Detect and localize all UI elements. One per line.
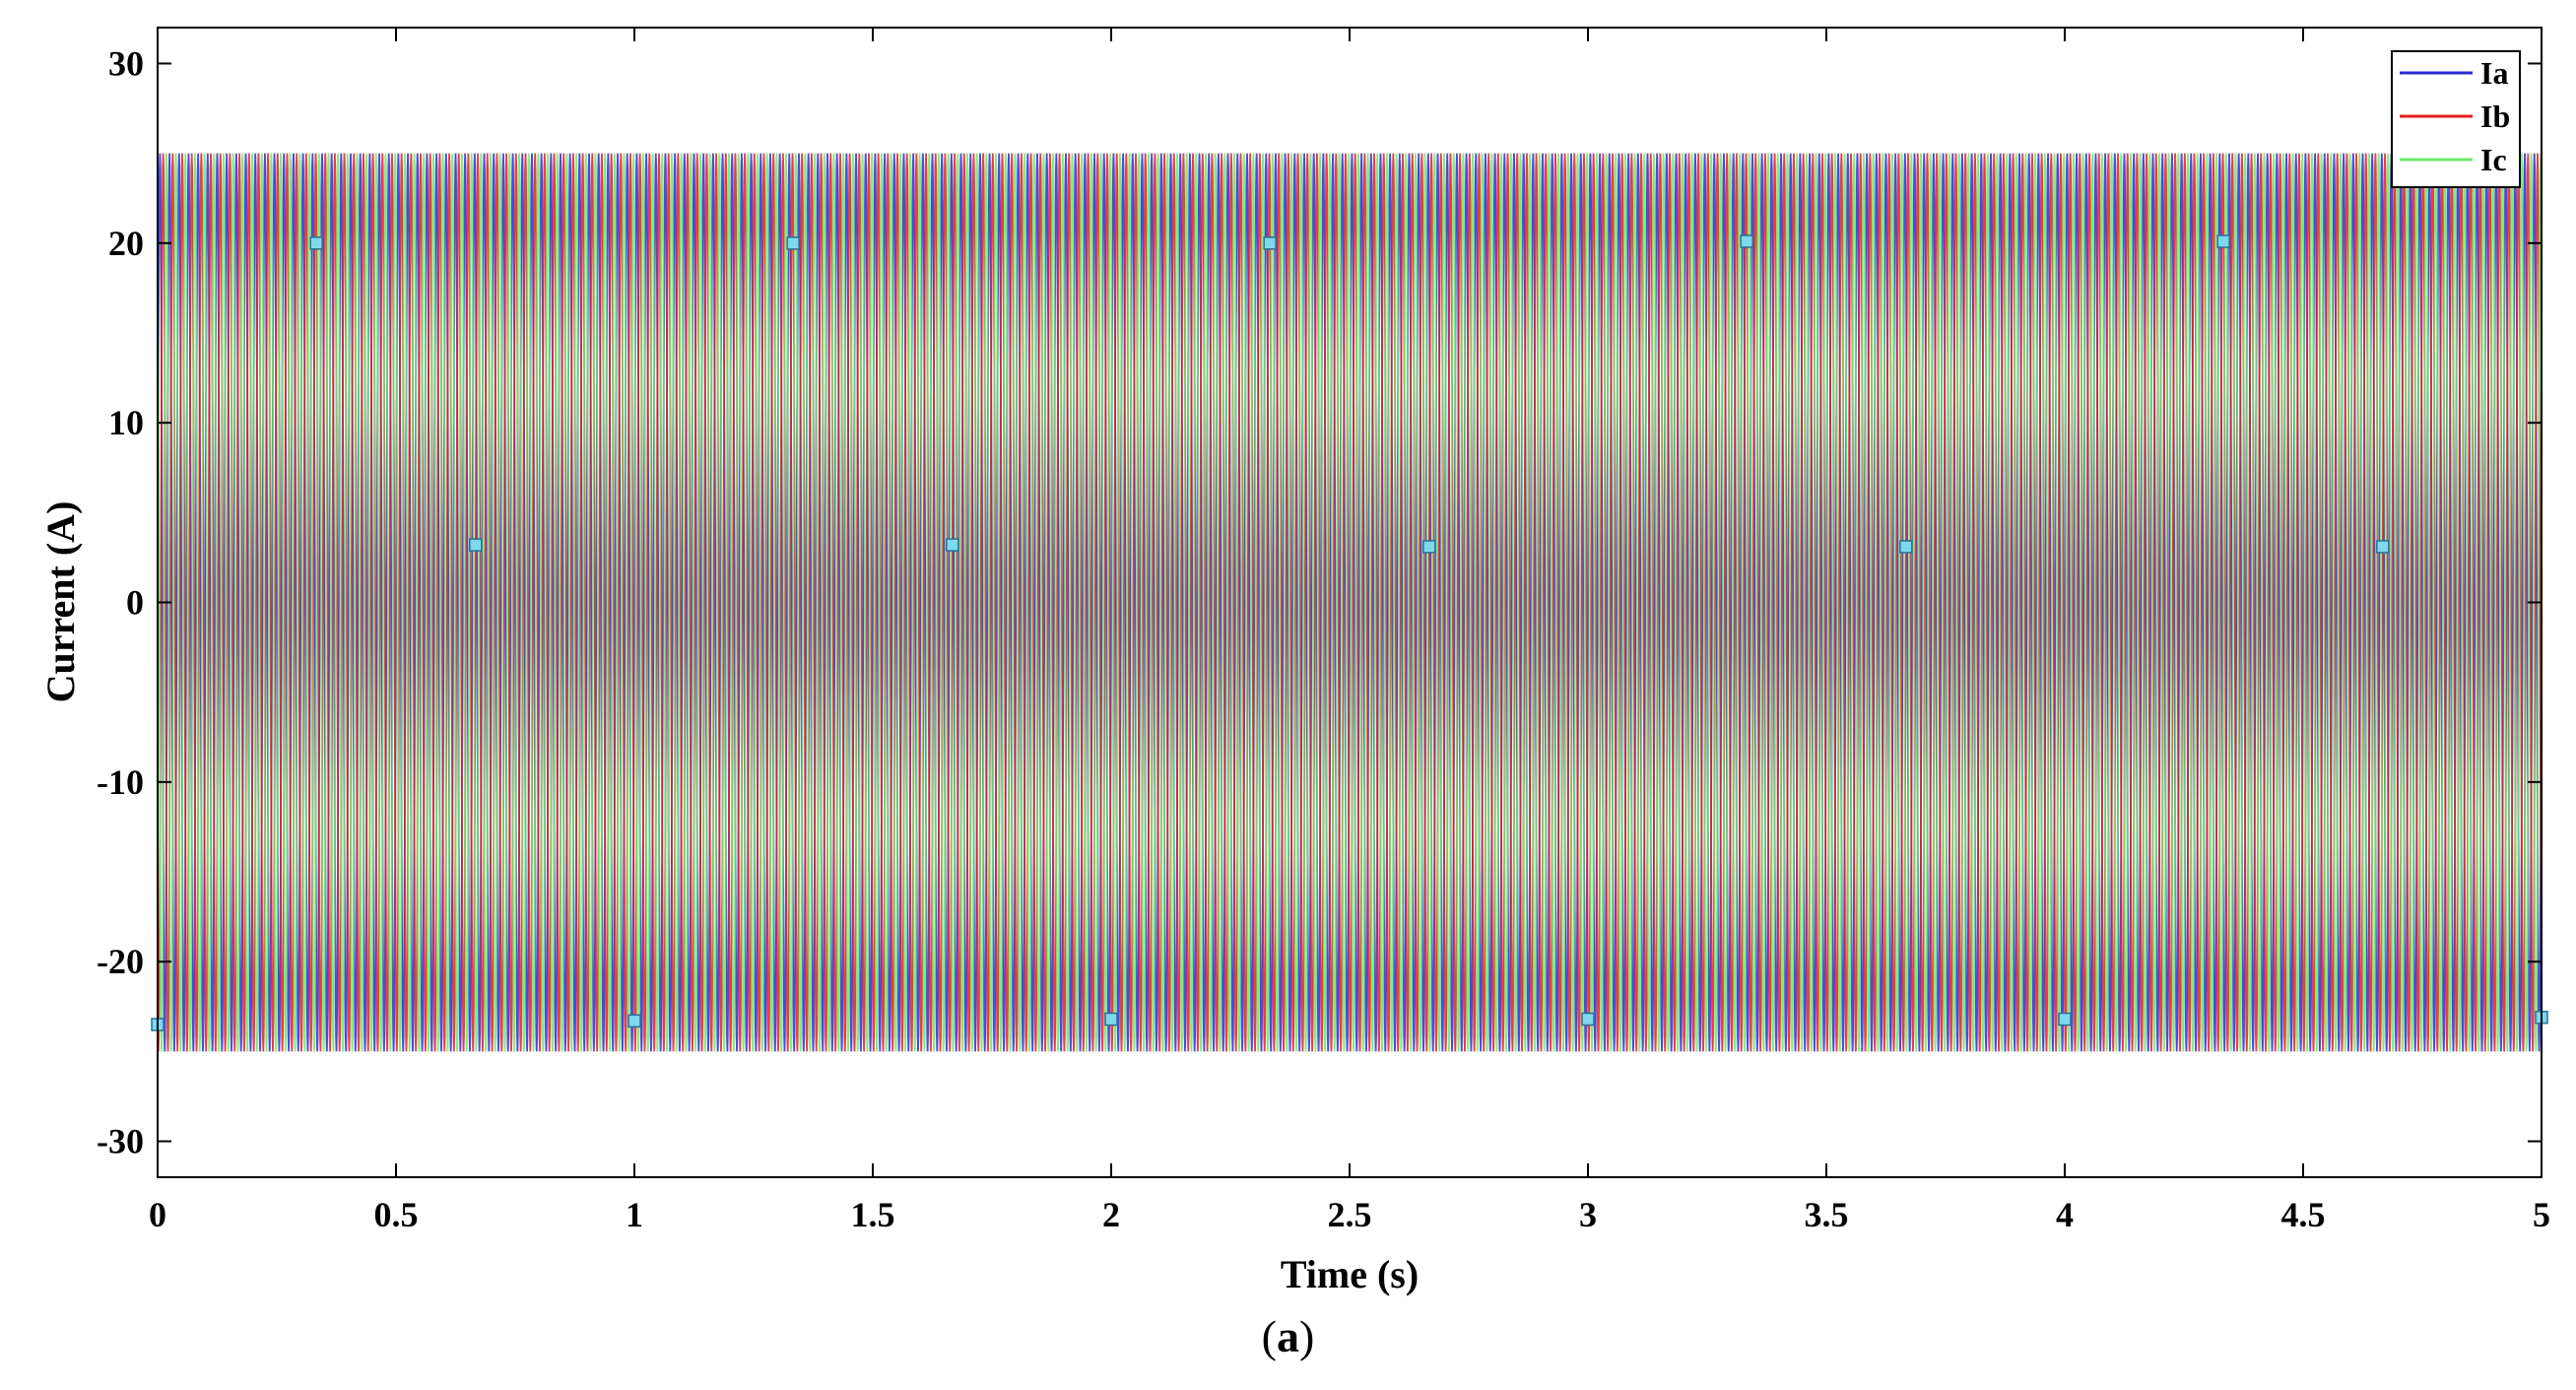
x-tick-label: 3.5 xyxy=(1805,1195,1849,1234)
y-axis-title: Current (A) xyxy=(38,501,83,703)
x-axis-title: Time (s) xyxy=(1281,1252,1419,1296)
x-tick-label: 0 xyxy=(149,1195,166,1234)
series-line-ia xyxy=(158,153,2542,1052)
data-marker xyxy=(2376,540,2390,554)
x-tick-label: 0.5 xyxy=(374,1195,419,1234)
figure-caption: (a) xyxy=(0,1310,2576,1362)
data-marker xyxy=(309,236,323,250)
caption-open: ( xyxy=(1261,1311,1277,1361)
data-marker xyxy=(1263,236,1277,250)
x-tick-label: 2 xyxy=(1102,1195,1120,1234)
data-marker xyxy=(1104,1012,1118,1026)
marker-layer xyxy=(151,234,2548,1031)
data-marker xyxy=(946,538,959,552)
legend-label-ib: Ib xyxy=(2480,99,2510,134)
x-tick-label: 1 xyxy=(626,1195,643,1234)
data-marker xyxy=(1422,540,1436,554)
x-tick-label: 4.5 xyxy=(2281,1195,2326,1234)
y-tick-label: -20 xyxy=(97,942,144,981)
data-marker xyxy=(786,236,800,250)
y-tick-label: 0 xyxy=(126,583,144,623)
data-marker xyxy=(1899,540,1913,554)
data-marker xyxy=(2216,234,2230,248)
x-tick-label: 2.5 xyxy=(1328,1195,1372,1234)
caption-letter: a xyxy=(1277,1311,1299,1361)
legend-label-ia: Ia xyxy=(2480,55,2508,91)
series-line-ib xyxy=(158,153,2542,1052)
series-line-ic xyxy=(158,153,2542,1052)
x-tick-label: 4 xyxy=(2056,1195,2074,1234)
data-marker xyxy=(627,1014,641,1028)
x-tick-label: 5 xyxy=(2533,1195,2550,1234)
legend-label-ic: Ic xyxy=(2480,142,2507,177)
y-tick-label: -30 xyxy=(97,1122,144,1161)
axis-layer: 0 0.5 1 1.5 2 2.5 3 3.5 4 4.5 5 -30 -20 -10 0 10 20 30 xyxy=(97,28,2550,1234)
y-tick-label: 30 xyxy=(108,43,144,83)
data-marker xyxy=(1581,1012,1595,1026)
caption-close: ) xyxy=(1299,1311,1315,1361)
data-marker xyxy=(469,538,483,552)
y-tick-label: -10 xyxy=(97,762,144,802)
data-marker xyxy=(1740,234,1753,248)
x-tick-label: 3 xyxy=(1579,1195,1597,1234)
y-tick-label: 20 xyxy=(108,224,144,263)
legend: Ia Ib Ic xyxy=(2391,50,2521,188)
series-layer xyxy=(158,153,2542,1052)
data-marker xyxy=(2058,1012,2072,1026)
x-tick-label: 1.5 xyxy=(851,1195,895,1234)
y-tick-label: 10 xyxy=(108,403,144,442)
